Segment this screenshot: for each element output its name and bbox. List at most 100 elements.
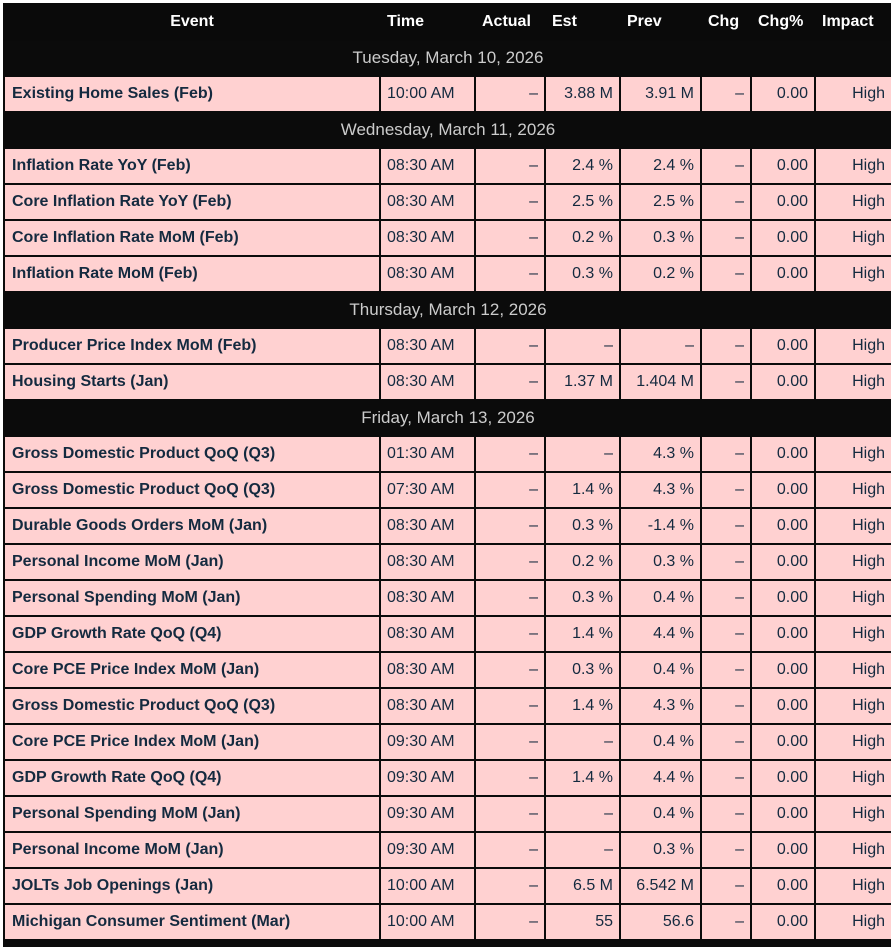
est-cell: 0.3 % — [544, 651, 621, 689]
prev-cell: 4.3 % — [619, 471, 702, 509]
event-cell: Core PCE Price Index MoM (Jan) — [3, 723, 381, 761]
event-row[interactable]: Personal Income MoM (Jan) 09:30 AM – –0.3 %… — [3, 831, 891, 869]
event-row[interactable]: Personal Income MoM (Jan) 08:30 AM –0.2 % 0… — [3, 543, 891, 581]
event-row[interactable]: Core Inflation Rate MoM (Feb) 08:30 AM –0.… — [3, 219, 891, 257]
est-cell: 0.3 % — [544, 255, 621, 293]
date-label: Thursday, March 12, 2026 — [3, 291, 891, 329]
event-row[interactable]: Inflation Rate YoY (Feb) 08:30 AM –2.4 % 2.… — [3, 147, 891, 185]
event-row[interactable]: Producer Price Index MoM (Feb) 08:30 AM – –… — [3, 327, 891, 365]
time-cell: 10:00 AM — [379, 75, 476, 113]
event-cell: GDP Growth Rate QoQ (Q4) — [3, 759, 381, 797]
prev-cell: 0.2 % — [619, 255, 702, 293]
time-cell: 08:30 AM — [379, 507, 476, 545]
prev-cell: 0.4 % — [619, 723, 702, 761]
impact-cell: High — [814, 543, 891, 581]
event-cell: Core Inflation Rate YoY (Feb) — [3, 183, 381, 221]
event-row[interactable]: Core Inflation Rate YoY (Feb) 08:30 AM –2.… — [3, 183, 891, 221]
event-row[interactable]: Michigan Consumer Sentiment (Mar) 10:00 A… — [3, 903, 891, 941]
chgpct-cell: 0.00 — [750, 867, 816, 905]
est-cell: 2.5 % — [544, 183, 621, 221]
event-row[interactable]: Existing Home Sales (Feb) 10:00 AM –3.88 M… — [3, 75, 891, 113]
event-cell: Gross Domestic Product QoQ (Q3) — [3, 435, 381, 473]
actual-cell: – — [474, 867, 546, 905]
actual-cell: – — [474, 327, 546, 365]
date-separator-row: Friday, March 13, 2026 — [3, 399, 891, 437]
prev-cell: 6.542 M — [619, 867, 702, 905]
impact-cell: High — [814, 795, 891, 833]
event-cell: Gross Domestic Product QoQ (Q3) — [3, 687, 381, 725]
est-cell: 1.4 % — [544, 759, 621, 797]
column-header-actual: Actual — [474, 3, 546, 41]
chg-cell: – — [700, 219, 752, 257]
prev-cell: 0.3 % — [619, 219, 702, 257]
event-row[interactable]: Personal Spending MoM (Jan) 08:30 AM –0.3 … — [3, 579, 891, 617]
est-cell: 0.2 % — [544, 219, 621, 257]
event-cell: Core Inflation Rate MoM (Feb) — [3, 219, 381, 257]
event-cell: Core PCE Price Index MoM (Jan) — [3, 651, 381, 689]
event-cell: JOLTs Job Openings (Jan) — [3, 867, 381, 905]
event-row[interactable]: Durable Goods Orders MoM (Jan) 08:30 AM –0… — [3, 507, 891, 545]
est-cell: 1.4 % — [544, 615, 621, 653]
event-row[interactable]: Core PCE Price Index MoM (Jan) 08:30 AM –0… — [3, 651, 891, 689]
chgpct-cell: 0.00 — [750, 795, 816, 833]
time-cell: 10:00 AM — [379, 903, 476, 941]
chgpct-cell: 0.00 — [750, 579, 816, 617]
impact-cell: High — [814, 903, 891, 941]
column-header-chg: Chg — [700, 3, 752, 41]
actual-cell: – — [474, 147, 546, 185]
prev-cell: 0.3 % — [619, 831, 702, 869]
actual-cell: – — [474, 507, 546, 545]
est-cell: 0.2 % — [544, 543, 621, 581]
impact-cell: High — [814, 75, 891, 113]
event-row[interactable]: Housing Starts (Jan) 08:30 AM –1.37 M 1.404… — [3, 363, 891, 401]
prev-cell: 0.3 % — [619, 543, 702, 581]
event-cell: Gross Domestic Product QoQ (Q3) — [3, 471, 381, 509]
actual-cell: – — [474, 615, 546, 653]
impact-cell: High — [814, 579, 891, 617]
chg-cell: – — [700, 795, 752, 833]
time-cell: 09:30 AM — [379, 795, 476, 833]
actual-cell: – — [474, 471, 546, 509]
event-row[interactable]: Gross Domestic Product QoQ (Q3) 01:30 AM –… — [3, 435, 891, 473]
column-header-chgpct: Chg% — [750, 3, 816, 41]
impact-cell: High — [814, 687, 891, 725]
time-cell: 08:30 AM — [379, 651, 476, 689]
event-cell: Personal Income MoM (Jan) — [3, 543, 381, 581]
event-row[interactable]: Gross Domestic Product QoQ (Q3) 08:30 AM –… — [3, 687, 891, 725]
event-cell: Durable Goods Orders MoM (Jan) — [3, 507, 381, 545]
chg-cell: – — [700, 903, 752, 941]
time-cell: 08:30 AM — [379, 579, 476, 617]
impact-cell: High — [814, 651, 891, 689]
actual-cell: – — [474, 363, 546, 401]
event-row[interactable]: JOLTs Job Openings (Jan) 10:00 AM –6.5 M 6.… — [3, 867, 891, 905]
event-row[interactable]: Gross Domestic Product QoQ (Q3) 07:30 AM –… — [3, 471, 891, 509]
impact-cell: High — [814, 471, 891, 509]
event-row[interactable]: Core PCE Price Index MoM (Jan) 09:30 AM – –… — [3, 723, 891, 761]
time-cell: 01:30 AM — [379, 435, 476, 473]
event-cell: Producer Price Index MoM (Feb) — [3, 327, 381, 365]
chgpct-cell: 0.00 — [750, 435, 816, 473]
event-row[interactable]: Inflation Rate MoM (Feb) 08:30 AM –0.3 % 0.… — [3, 255, 891, 293]
impact-cell: High — [814, 507, 891, 545]
chg-cell: – — [700, 723, 752, 761]
actual-cell: – — [474, 831, 546, 869]
est-cell: – — [544, 831, 621, 869]
event-cell: Personal Spending MoM (Jan) — [3, 579, 381, 617]
time-cell: 08:30 AM — [379, 615, 476, 653]
chgpct-cell: 0.00 — [750, 903, 816, 941]
event-row[interactable]: GDP Growth Rate QoQ (Q4) 08:30 AM –1.4 % 4.… — [3, 615, 891, 653]
prev-cell: 4.4 % — [619, 615, 702, 653]
est-cell: 0.3 % — [544, 579, 621, 617]
chgpct-cell: 0.00 — [750, 615, 816, 653]
event-cell: GDP Growth Rate QoQ (Q4) — [3, 615, 381, 653]
chg-cell: – — [700, 867, 752, 905]
impact-cell: High — [814, 183, 891, 221]
time-cell: 08:30 AM — [379, 687, 476, 725]
prev-cell: 4.4 % — [619, 759, 702, 797]
prev-cell: 2.5 % — [619, 183, 702, 221]
event-row[interactable]: GDP Growth Rate QoQ (Q4) 09:30 AM –1.4 % 4.… — [3, 759, 891, 797]
chgpct-cell: 0.00 — [750, 831, 816, 869]
event-row[interactable]: Personal Spending MoM (Jan) 09:30 AM – –0.4… — [3, 795, 891, 833]
time-cell: 08:30 AM — [379, 147, 476, 185]
